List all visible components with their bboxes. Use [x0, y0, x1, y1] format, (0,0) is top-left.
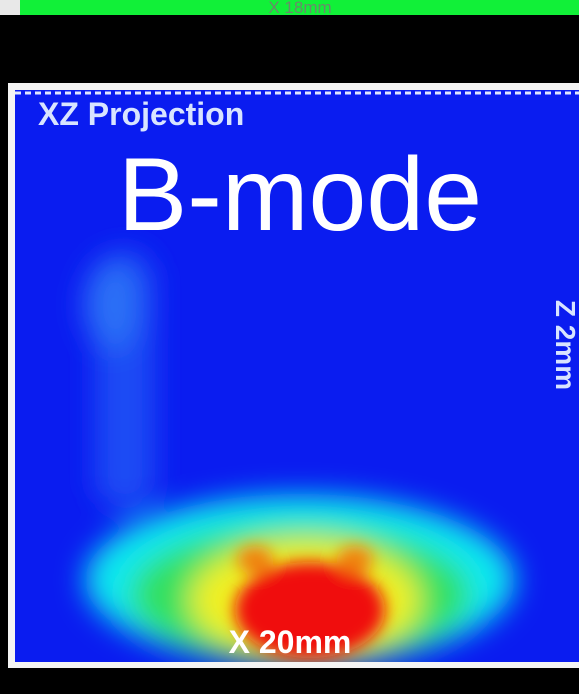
- z-label: Z 2mm: [550, 300, 579, 390]
- mode-label: B-mode: [118, 137, 482, 253]
- top-bar-label: X 18mm: [268, 0, 331, 17]
- top-bar-left: [0, 0, 20, 15]
- x-label: X 20mm: [229, 624, 352, 660]
- panel: XZ Projection B-mode Z 2mm X 20mm: [15, 90, 579, 665]
- panel-title: XZ Projection: [38, 96, 244, 132]
- screen: X 18mm XZ Projection B-mode Z 2mm X 20mm: [0, 0, 579, 694]
